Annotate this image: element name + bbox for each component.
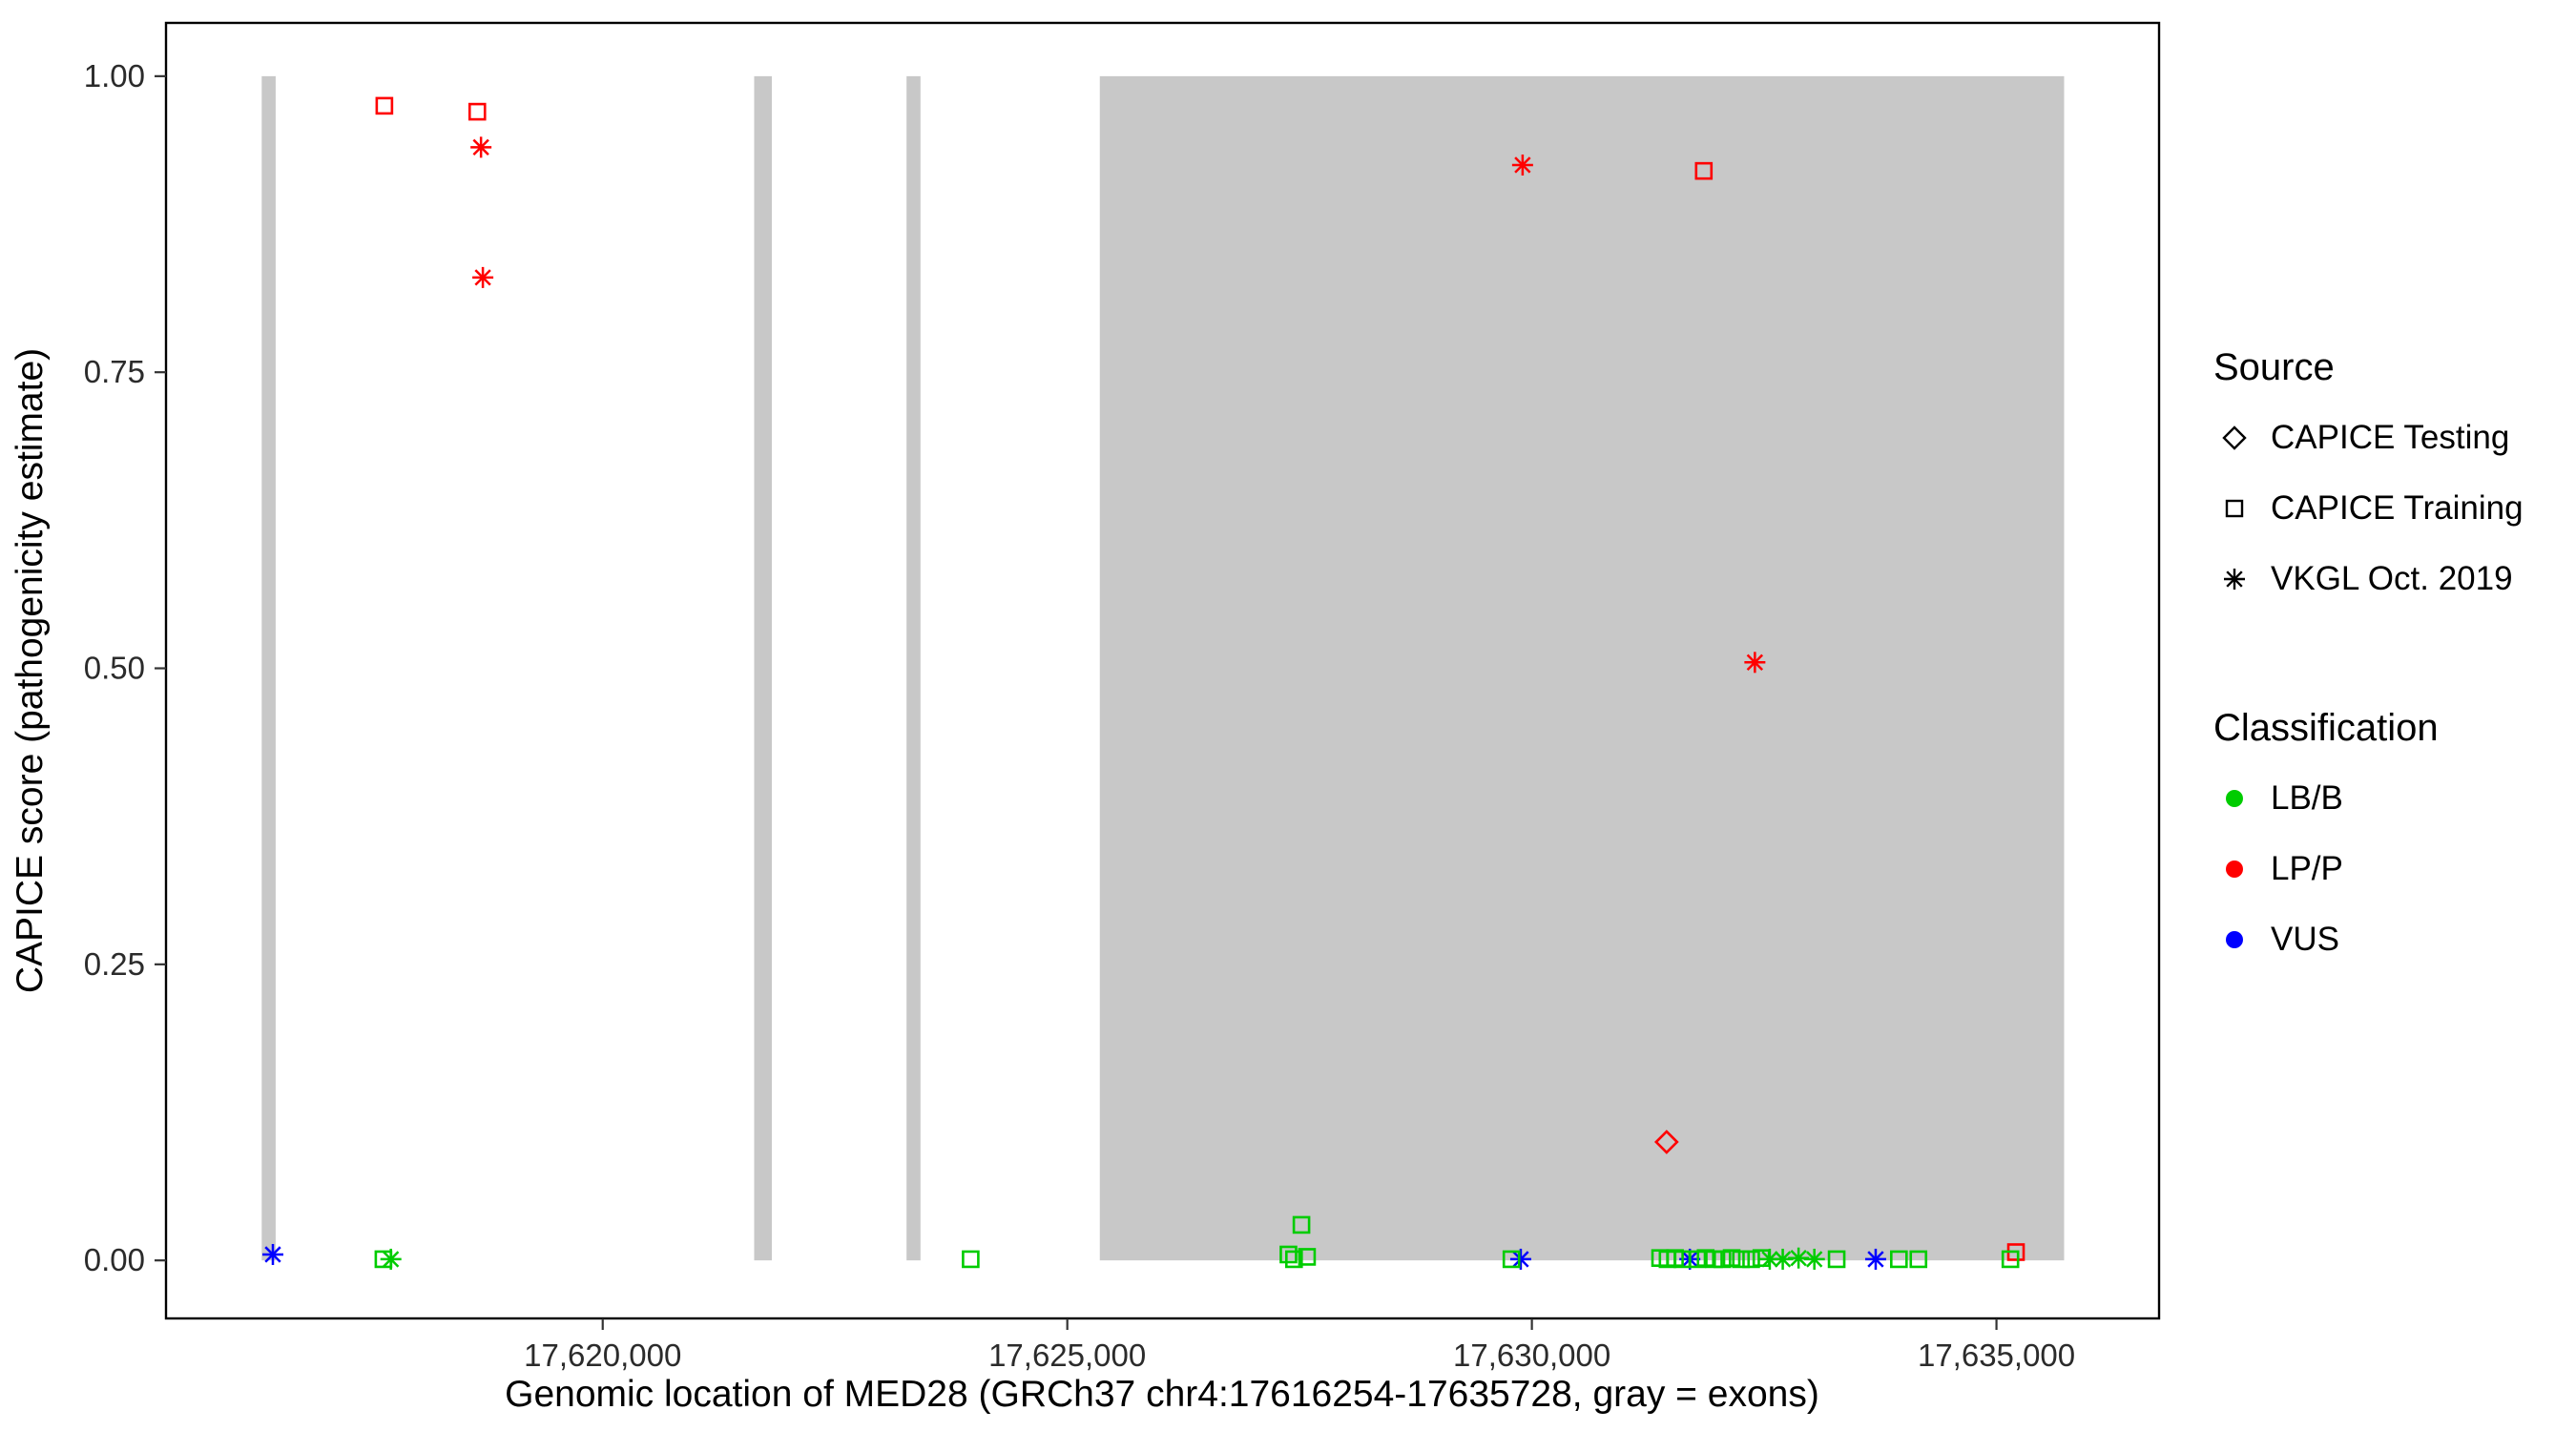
y-tick-label: 0.50 xyxy=(84,651,145,686)
data-point xyxy=(1285,1250,1303,1269)
x-tick-label: 17,635,000 xyxy=(1918,1338,2075,1373)
data-point xyxy=(962,1250,980,1269)
legend-source-block: Source CAPICE Testing CAPICE Training xyxy=(2213,345,2524,614)
data-point xyxy=(1742,1250,1760,1269)
data-point xyxy=(472,266,494,288)
legend-item-capice-testing: CAPICE Testing xyxy=(2213,403,2524,473)
green-dot-icon xyxy=(2226,790,2243,807)
exon-region xyxy=(906,75,921,1261)
axis-layer: 17,620,000 17,625,000 17,630,000 17,635,000… xyxy=(84,58,2075,1373)
data-point xyxy=(1713,1250,1732,1269)
blue-dot-icon xyxy=(2226,931,2243,948)
data-point xyxy=(375,96,394,115)
data-point xyxy=(467,102,487,121)
asterisk-icon xyxy=(2224,569,2245,590)
data-point xyxy=(1654,1130,1679,1154)
data-point xyxy=(380,1248,402,1270)
legend-source-title: Source xyxy=(2213,346,2335,388)
data-point xyxy=(1279,1245,1298,1264)
y-tick-label: 1.00 xyxy=(84,58,145,93)
data-point xyxy=(470,136,492,158)
data-point xyxy=(1509,1248,1531,1270)
legend-item-label: CAPICE Training xyxy=(2271,489,2524,527)
data-point xyxy=(1864,1248,1886,1270)
data-point xyxy=(1909,1250,1928,1269)
data-point xyxy=(1803,1248,1825,1270)
data-point xyxy=(1744,652,1766,674)
y-tick-label: 0.75 xyxy=(84,354,145,389)
exons-layer xyxy=(261,75,2065,1261)
legend-item-label: VUS xyxy=(2271,921,2339,958)
legend-item-vus: VUS xyxy=(2213,904,2524,975)
x-tick-label: 17,620,000 xyxy=(524,1338,681,1373)
data-point xyxy=(1732,1250,1751,1269)
legend-classification-block: Classification LB/B LP/P VUS xyxy=(2213,706,2524,975)
data-point xyxy=(1298,1248,1317,1266)
legend-item-label: VKGL Oct. 2019 xyxy=(2271,560,2513,597)
diamond-icon xyxy=(2222,425,2247,450)
data-point xyxy=(1694,161,1714,180)
panel-border xyxy=(164,21,2161,1320)
points-layer xyxy=(261,96,2025,1270)
exon-region xyxy=(1099,75,2065,1261)
red-dot-icon xyxy=(2226,861,2243,878)
legend-item-lbb: LB/B xyxy=(2213,763,2524,834)
data-point xyxy=(1511,154,1533,176)
y-tick-label: 0.25 xyxy=(84,946,145,982)
legend-item-label: CAPICE Testing xyxy=(2271,419,2510,456)
data-point xyxy=(1502,1250,1521,1269)
legend-classification-title: Classification xyxy=(2213,707,2439,749)
data-point xyxy=(261,1243,283,1265)
legend-item-capice-training: CAPICE Training xyxy=(2213,473,2524,544)
legend-item-label: LB/B xyxy=(2271,779,2343,817)
data-point xyxy=(2001,1250,2020,1269)
data-point xyxy=(1292,1215,1311,1234)
data-point xyxy=(1827,1250,1846,1269)
y-tick-label: 0.00 xyxy=(84,1242,145,1277)
x-tick-label: 17,630,000 xyxy=(1453,1338,1610,1373)
legend-item-label: LP/P xyxy=(2271,850,2343,887)
data-point xyxy=(1722,1249,1741,1267)
exon-region xyxy=(754,75,772,1261)
legend-item-lpp: LP/P xyxy=(2213,834,2524,904)
data-point xyxy=(1890,1250,1908,1269)
legend: Source CAPICE Testing CAPICE Training xyxy=(2213,345,2524,975)
legend-item-vkgl: VKGL Oct. 2019 xyxy=(2213,544,2524,614)
x-axis-title: Genomic location of MED28 (GRCh37 chr4:1… xyxy=(505,1374,1819,1415)
y-axis-title: CAPICE score (pathogenicity estimate) xyxy=(10,348,51,993)
exon-region xyxy=(261,75,276,1261)
x-tick-label: 17,625,000 xyxy=(988,1338,1146,1373)
square-icon xyxy=(2225,499,2244,518)
